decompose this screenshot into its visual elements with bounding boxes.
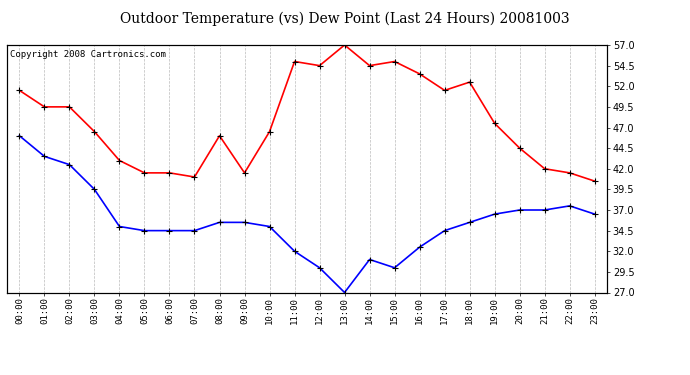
Text: Outdoor Temperature (vs) Dew Point (Last 24 Hours) 20081003: Outdoor Temperature (vs) Dew Point (Last… <box>120 11 570 26</box>
Text: Copyright 2008 Cartronics.com: Copyright 2008 Cartronics.com <box>10 50 166 59</box>
